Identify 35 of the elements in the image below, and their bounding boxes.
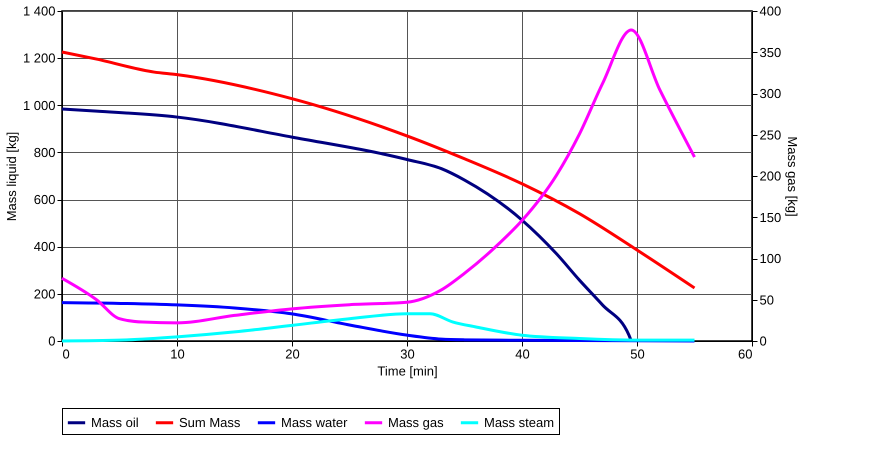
x-tick-label: 30 (400, 346, 415, 362)
legend-label: Mass steam (484, 414, 554, 430)
legend-label: Sum Mass (179, 414, 241, 430)
x-tick-label: 0 (62, 346, 70, 362)
line-series (60, 50, 696, 290)
x-tick-label: 40 (515, 346, 530, 362)
y2-tick-label: 200 (760, 168, 782, 184)
y2-tick-label: 50 (760, 292, 774, 308)
y-tick-label: 0 (48, 334, 56, 348)
y2-tick-label: 150 (760, 210, 782, 225)
line-series (60, 312, 696, 342)
line-series (60, 28, 696, 324)
x-tick-label: 10 (170, 346, 185, 362)
x-axis-title: Time [min] (377, 364, 438, 378)
y-tick-label: 1 400 (22, 4, 56, 18)
y-tick-label: 800 (34, 144, 56, 160)
y2-tick-label: 300 (760, 86, 782, 101)
y-tick-label: 400 (34, 239, 56, 254)
y2-axis-title: Mass gas [kg] (785, 136, 800, 217)
x-tick-label: 60 (738, 346, 752, 362)
legend-label: Mass water (281, 414, 348, 430)
x-tick-label: 20 (285, 346, 300, 362)
y-tick-label: 200 (34, 286, 56, 302)
y-axis-title: Mass liquid [kg] (4, 132, 19, 222)
y2-tick-label: 250 (760, 127, 782, 142)
y2-tick-label: 100 (760, 251, 782, 266)
y2-tick-label: 0 (760, 334, 767, 348)
y-tick-label: 1 200 (22, 50, 56, 66)
legend-label: Mass oil (91, 414, 139, 430)
y-tick-label: 600 (34, 192, 56, 208)
legend-label: Mass gas (388, 414, 444, 430)
x-tick-label: 50 (630, 346, 645, 362)
y2-tick-label: 400 (760, 4, 782, 18)
y2-tick-label: 350 (760, 44, 782, 60)
y-tick-label: 1 000 (22, 98, 56, 113)
